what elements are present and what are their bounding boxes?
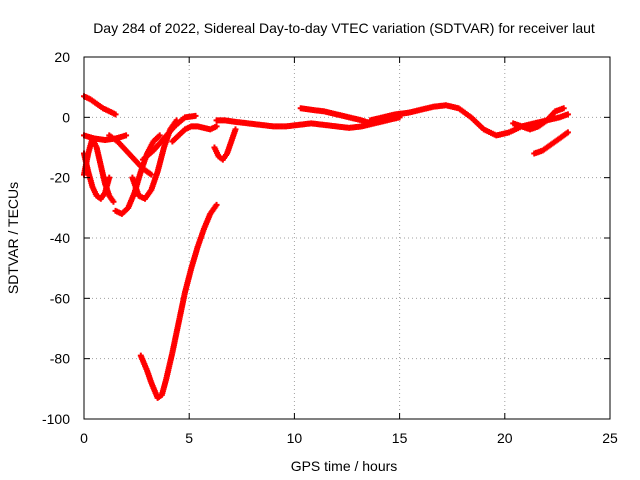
data-point bbox=[112, 111, 119, 118]
x-tick-label: 15 bbox=[392, 430, 408, 446]
data-series bbox=[81, 93, 119, 118]
data-point bbox=[213, 123, 220, 130]
data-point bbox=[106, 174, 113, 181]
x-tick-label: 25 bbox=[602, 430, 618, 446]
data-series bbox=[367, 102, 571, 139]
data-series bbox=[169, 123, 220, 145]
data-series bbox=[81, 150, 113, 202]
axis-ticks: 0 5 10 15 20 25 -100 -80 -60 -40 -20 0 20 bbox=[42, 49, 618, 446]
data-point bbox=[148, 171, 155, 178]
data-point bbox=[564, 111, 571, 118]
data-point bbox=[564, 129, 571, 136]
y-tick-label: -100 bbox=[42, 411, 70, 427]
data-series bbox=[213, 114, 403, 131]
data-series bbox=[297, 105, 374, 127]
plot-frame bbox=[83, 56, 611, 420]
data-series bbox=[139, 112, 199, 163]
data-point bbox=[156, 132, 163, 139]
data-layer bbox=[81, 93, 571, 401]
data-point bbox=[213, 201, 220, 208]
chart-title: Day 284 of 2022, Sidereal Day-to-day VTE… bbox=[93, 20, 595, 36]
x-tick-label: 0 bbox=[80, 430, 88, 446]
data-series bbox=[510, 105, 567, 133]
data-point bbox=[232, 126, 239, 133]
grid-lines bbox=[84, 57, 610, 419]
data-point bbox=[560, 105, 567, 112]
data-series bbox=[137, 201, 220, 401]
data-series bbox=[106, 132, 155, 178]
y-axis-label: SDTVAR / TECUs bbox=[5, 182, 21, 294]
y-tick-label: -20 bbox=[50, 170, 70, 186]
y-tick-label: 0 bbox=[62, 109, 70, 125]
data-point bbox=[192, 112, 199, 119]
x-tick-label: 10 bbox=[287, 430, 303, 446]
y-tick-label: -40 bbox=[50, 230, 70, 246]
y-tick-label: 20 bbox=[54, 49, 70, 65]
x-axis-label: GPS time / hours bbox=[291, 458, 398, 474]
data-series bbox=[211, 126, 239, 163]
data-series bbox=[531, 129, 571, 157]
data-point bbox=[123, 132, 130, 139]
x-tick-label: 5 bbox=[185, 430, 193, 446]
y-tick-label: -60 bbox=[50, 290, 70, 306]
data-point bbox=[110, 198, 117, 205]
data-series bbox=[81, 132, 130, 143]
y-tick-label: -80 bbox=[50, 351, 70, 367]
x-tick-label: 20 bbox=[497, 430, 513, 446]
